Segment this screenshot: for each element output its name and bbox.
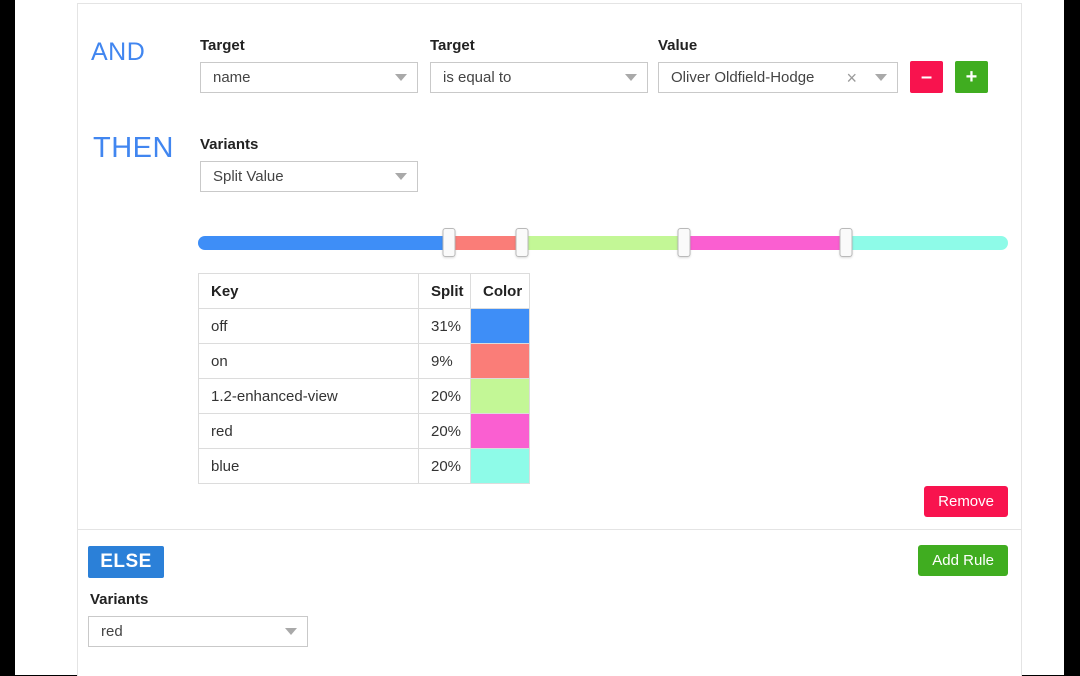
color-cell <box>470 448 530 484</box>
chevron-down-icon <box>285 628 297 635</box>
clear-icon[interactable]: × <box>846 67 857 88</box>
table-row: blue 20% <box>198 448 530 484</box>
color-cell <box>470 343 530 379</box>
add-rule-button[interactable]: Add Rule <box>918 545 1008 576</box>
split-cell: 20% <box>418 448 471 484</box>
key-cell: on <box>198 343 419 379</box>
key-cell: off <box>198 308 419 344</box>
slider-handle[interactable] <box>677 228 691 257</box>
color-column-header: Color <box>470 273 530 309</box>
split-table-header-row: Key Split Color <box>198 273 530 309</box>
color-cell <box>470 378 530 414</box>
table-row: 1.2-enhanced-view 20% <box>198 378 530 414</box>
target-operator-label: Target <box>430 37 475 54</box>
slider-segment-off <box>198 236 450 250</box>
table-row: red 20% <box>198 413 530 449</box>
value-select-value: Oliver Oldfield-Hodge <box>671 69 815 86</box>
else-variants-label: Variants <box>90 591 149 608</box>
color-swatch <box>471 414 529 448</box>
split-slider <box>198 228 1008 257</box>
slider-segment-blue <box>845 236 1008 250</box>
variants-label: Variants <box>200 136 259 153</box>
chevron-down-icon <box>395 74 407 81</box>
then-keyword: THEN <box>93 132 174 164</box>
variants-select-value: Split Value <box>213 168 284 185</box>
value-label: Value <box>658 37 698 54</box>
chevron-down-icon <box>875 74 887 81</box>
slider-segment-on <box>449 236 522 250</box>
target-attribute-label: Target <box>200 37 245 54</box>
slider-handle[interactable] <box>839 228 853 257</box>
split-cell: 20% <box>418 378 471 414</box>
add-condition-button[interactable]: + <box>955 61 988 93</box>
color-swatch <box>471 379 529 413</box>
section-divider <box>78 529 1021 530</box>
split-cell: 20% <box>418 413 471 449</box>
value-select[interactable]: Oliver Oldfield-Hodge × <box>658 62 898 93</box>
table-row: on 9% <box>198 343 530 379</box>
chevron-down-icon <box>395 173 407 180</box>
table-row: off 31% <box>198 308 530 344</box>
variants-select[interactable]: Split Value <box>200 161 418 192</box>
target-operator-value: is equal to <box>443 69 512 86</box>
key-column-header: Key <box>198 273 419 309</box>
else-variants-select-value: red <box>101 623 123 640</box>
and-keyword: AND <box>91 38 146 66</box>
split-column-header: Split <box>418 273 471 309</box>
else-badge: ELSE <box>88 546 164 578</box>
split-cell: 9% <box>418 343 471 379</box>
split-table: Key Split Color off 31% on 9% 1.2-enhanced-v… <box>198 273 530 484</box>
else-variants-select[interactable]: red <box>88 616 308 647</box>
key-cell: red <box>198 413 419 449</box>
chevron-down-icon <box>625 74 637 81</box>
slider-segment-1.2-enhanced-view <box>521 236 684 250</box>
remove-rule-button[interactable]: Remove <box>924 486 1008 517</box>
rule-editor-card: AND Target name Target is equal to Value… <box>77 3 1022 676</box>
color-cell <box>470 413 530 449</box>
slider-handle[interactable] <box>515 228 529 257</box>
slider-segment-red <box>683 236 846 250</box>
target-attribute-select[interactable]: name <box>200 62 418 93</box>
split-cell: 31% <box>418 308 471 344</box>
content-background: AND Target name Target is equal to Value… <box>15 0 1064 676</box>
color-swatch <box>471 449 529 483</box>
color-swatch <box>471 309 529 343</box>
color-swatch <box>471 344 529 378</box>
color-cell <box>470 308 530 344</box>
remove-condition-button[interactable]: – <box>910 61 943 93</box>
key-cell: blue <box>198 448 419 484</box>
target-operator-select[interactable]: is equal to <box>430 62 648 93</box>
slider-handle[interactable] <box>442 228 456 257</box>
key-cell: 1.2-enhanced-view <box>198 378 419 414</box>
target-attribute-value: name <box>213 69 251 86</box>
